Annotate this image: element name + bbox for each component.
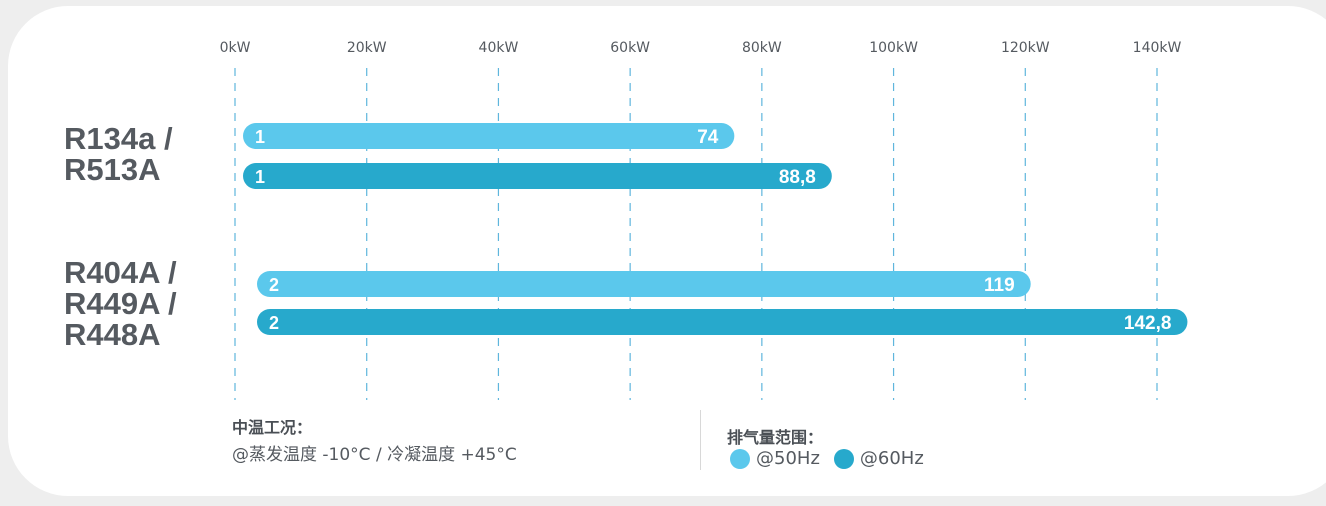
legend-label-60hz: @60Hz (859, 448, 924, 469)
legend-swatch-50hz (730, 448, 750, 469)
x-tick-label: 0kW (220, 40, 251, 56)
bar-index-label: 1 (255, 167, 265, 187)
x-tick-label: 20kW (347, 40, 387, 56)
x-tick-label: 40kW (479, 40, 519, 56)
bar (243, 163, 832, 189)
bar-value-label: 88,8 (779, 167, 816, 188)
chart-card (8, 6, 1326, 496)
legend-title: 排气量范围： (727, 428, 824, 447)
conditions-text: @蒸发温度 -10°C / 冷凝温度 +45°C (232, 445, 517, 465)
bar-index-label: 2 (269, 275, 279, 295)
x-tick-label: 120kW (1001, 40, 1050, 56)
legend-item-60hz: @60Hz (833, 448, 924, 469)
bar-value-label: 74 (697, 127, 719, 148)
legend: @50Hz @60Hz (730, 448, 938, 469)
bar (243, 123, 735, 149)
x-tick-label: 100kW (869, 40, 918, 56)
divider (700, 410, 701, 470)
bar-value-label: 142,8 (1124, 313, 1172, 334)
legend-label-50hz: @50Hz (756, 448, 820, 469)
bar (257, 271, 1031, 297)
x-tick-label: 140kW (1133, 40, 1182, 56)
bar-value-label: 119 (984, 275, 1015, 296)
x-tick-label: 60kW (610, 40, 650, 56)
legend-item-50hz: @50Hz (730, 448, 820, 469)
x-tick-label: 80kW (742, 40, 782, 56)
conditions-title: 中温工况： (232, 418, 313, 437)
bar-index-label: 2 (269, 313, 279, 333)
category-label-r404a: R404A / R449A / R448A (64, 255, 177, 352)
category-label-r134a: R134a / R513A (64, 121, 173, 187)
bar (257, 309, 1188, 335)
bar-index-label: 1 (255, 127, 265, 147)
legend-swatch-60hz (833, 448, 854, 469)
